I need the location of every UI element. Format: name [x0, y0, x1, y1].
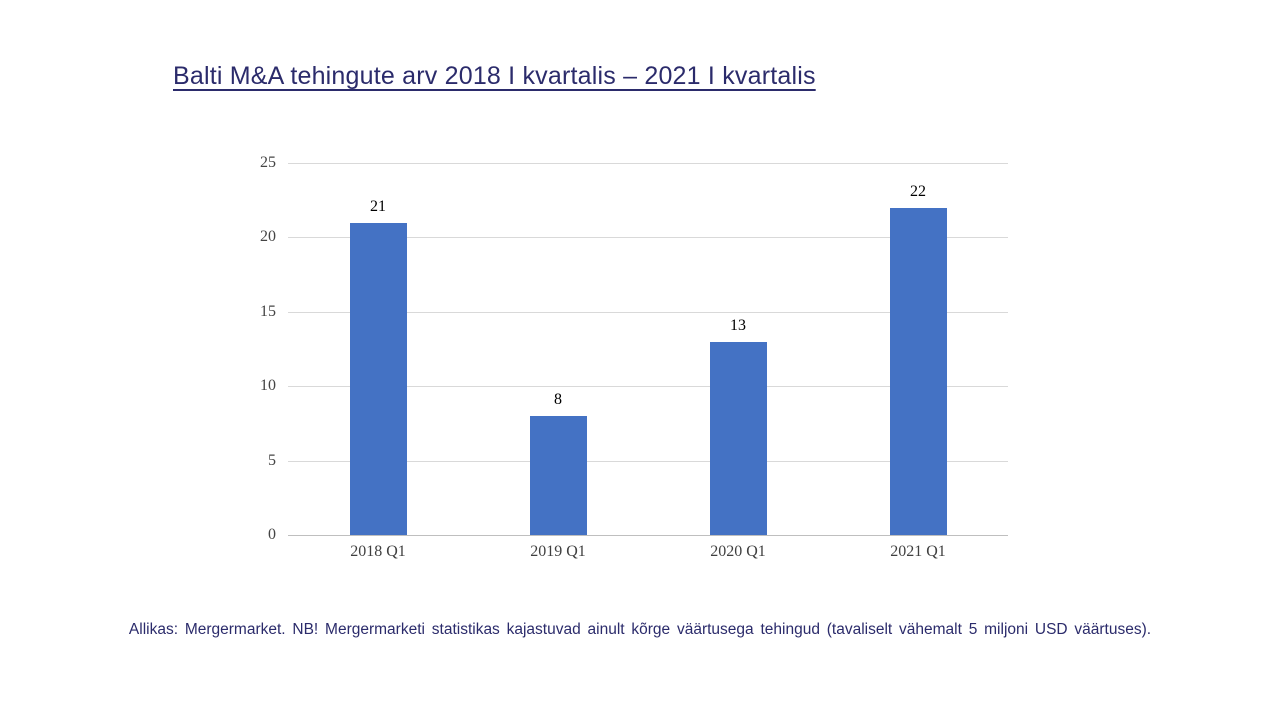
- x-axis-line: [288, 535, 1008, 536]
- x-tick-label: 2018 Q1: [350, 543, 406, 560]
- y-tick-label: 25: [260, 154, 276, 171]
- gridline: [288, 237, 1008, 239]
- y-tick-label: 0: [268, 526, 276, 543]
- bar-2018-q1: [349, 222, 407, 535]
- bar-2019-q1: [529, 415, 587, 535]
- x-tick-label: 2019 Q1: [530, 543, 586, 560]
- gridline: [288, 163, 1008, 164]
- x-tick-label: 2021 Q1: [890, 543, 946, 560]
- y-tick-label: 15: [260, 302, 276, 320]
- bar-value-label: 21: [370, 197, 386, 215]
- gridline: [288, 311, 1008, 313]
- bar-2020-q1: [709, 341, 767, 535]
- plot-area: 0 5 10 15 20 25 21 2018 Q1 8 2019 Q1 13 2020 Q1 22 20…: [260, 154, 1008, 560]
- y-tick-label: 10: [260, 377, 276, 395]
- x-tick-label: 2020 Q1: [710, 543, 766, 560]
- gridline: [288, 386, 1008, 388]
- bar-value-label: 22: [910, 182, 926, 200]
- bar-value-label: 8: [554, 390, 562, 408]
- source-note: Allikas: Mergermarket. NB! Mergermarketi…: [128, 621, 1152, 638]
- gridline: [288, 460, 1008, 462]
- y-tick-label: 5: [268, 451, 276, 469]
- bar-2021-q1: [889, 207, 947, 535]
- bar-value-label: 13: [730, 316, 746, 334]
- chart-title: Balti M&A tehingute arv 2018 I kvartalis…: [173, 62, 816, 90]
- y-tick-label: 20: [260, 228, 276, 246]
